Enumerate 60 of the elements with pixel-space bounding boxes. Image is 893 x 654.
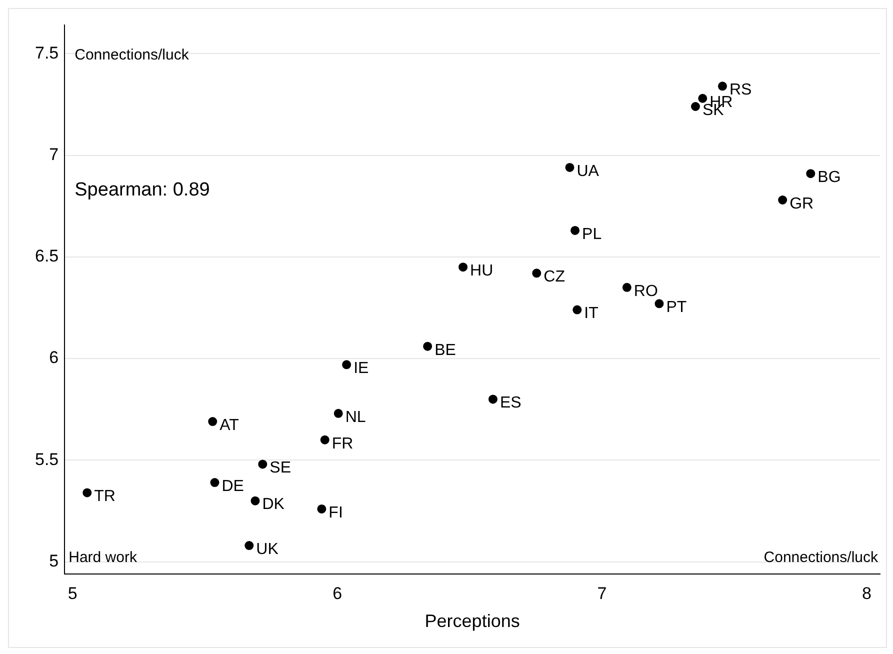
point xyxy=(622,282,632,292)
x-tick-label: 7 xyxy=(597,584,607,603)
annotation: HU xyxy=(470,262,494,280)
annotation: CZ xyxy=(544,268,566,286)
x-tick-label: 8 xyxy=(862,584,872,603)
point xyxy=(572,305,582,314)
point xyxy=(654,299,664,308)
point xyxy=(488,394,498,404)
annotation: IT xyxy=(584,305,599,322)
y-tick-label: 5 xyxy=(49,551,59,570)
point xyxy=(334,408,343,418)
y-tick-label: 6 xyxy=(49,348,59,368)
point xyxy=(718,82,727,91)
point xyxy=(698,94,708,103)
annotation: RO xyxy=(634,282,658,300)
annotation: Spearman: 0.89 xyxy=(74,180,210,201)
annotation: SE xyxy=(270,460,291,477)
annotation: FR xyxy=(332,435,354,452)
annotation: IE xyxy=(354,360,369,378)
annotation: DE xyxy=(222,478,244,495)
point xyxy=(82,488,92,498)
point xyxy=(250,496,260,506)
x-tick-label: 6 xyxy=(332,584,342,603)
annotation: GR xyxy=(790,195,814,212)
annotation: AT xyxy=(220,416,240,434)
point xyxy=(320,435,330,444)
annotation: PL xyxy=(582,226,602,243)
annotation: Connections/luck xyxy=(74,46,190,64)
point xyxy=(570,226,580,235)
point xyxy=(317,504,326,514)
point xyxy=(778,196,788,205)
annotation: UK xyxy=(256,540,279,558)
annotation: ES xyxy=(500,394,522,412)
point xyxy=(806,169,816,178)
y-tick-label: 5.5 xyxy=(34,450,59,469)
annotation: BE xyxy=(434,342,456,359)
y-tick-label: 7.5 xyxy=(34,43,59,62)
annotation: TR xyxy=(94,488,116,506)
annotation: UA xyxy=(576,162,600,180)
annotation: Hard work xyxy=(68,549,138,566)
point xyxy=(423,342,432,351)
point xyxy=(458,262,468,272)
point xyxy=(208,417,218,426)
point xyxy=(244,541,254,550)
annotation: BG xyxy=(818,168,841,186)
annotation: FI xyxy=(328,504,343,522)
x-axis-title: Perceptions xyxy=(424,611,520,632)
y-tick-label: 6.5 xyxy=(34,246,59,266)
y-tick-label: 7 xyxy=(49,144,59,164)
point xyxy=(690,102,700,112)
annotation: NL xyxy=(345,408,366,426)
annotation: PT xyxy=(666,299,687,316)
annotation: Connections/luck xyxy=(764,549,878,566)
point xyxy=(258,460,268,469)
point xyxy=(342,360,352,370)
annotation: DK xyxy=(262,496,285,514)
x-tick-label: 5 xyxy=(68,584,78,603)
point xyxy=(532,268,542,278)
point xyxy=(210,478,220,488)
point xyxy=(565,162,574,172)
